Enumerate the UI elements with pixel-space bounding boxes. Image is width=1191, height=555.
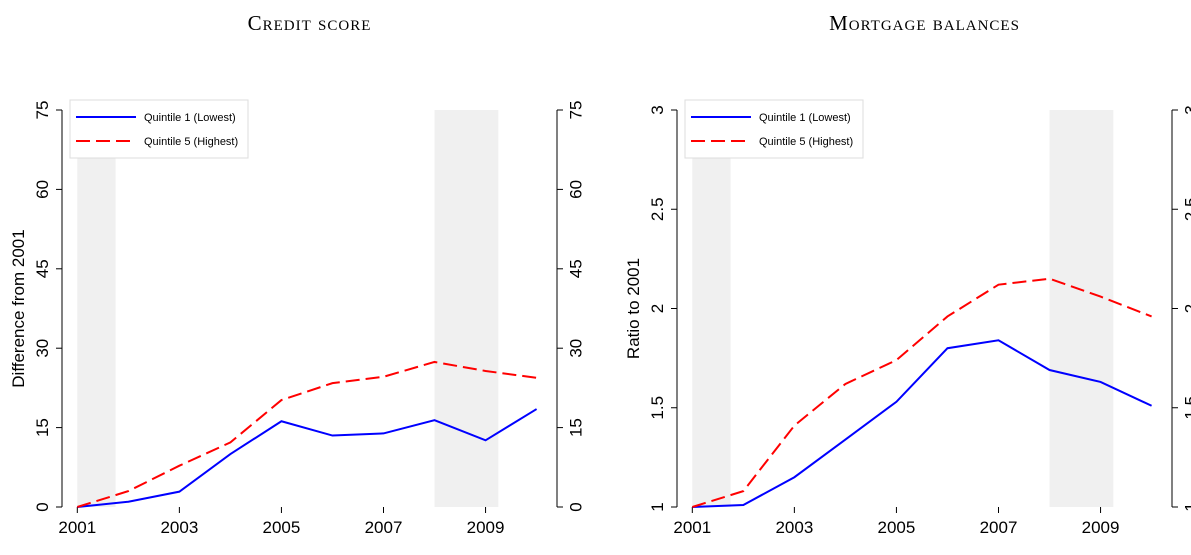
x-tick-label: 2003	[160, 518, 198, 537]
x-tick-label: 2007	[980, 518, 1018, 537]
x-tick-label: 2003	[775, 518, 813, 537]
legend-box	[69, 99, 249, 159]
y-tick-label: 75	[33, 101, 52, 120]
x-tick-label: 2005	[263, 518, 301, 537]
shaded-region	[77, 110, 116, 507]
series-line	[692, 339, 1153, 508]
chart-title: Credit score	[248, 11, 372, 35]
y-tick-label: 15	[566, 418, 585, 437]
y-tick-label: 2.5	[648, 197, 667, 221]
series-line	[77, 360, 537, 508]
chart-panel: Credit score 0 0 15 15 30 30 45 45 60 60 75 75 Differ…	[9, 11, 585, 537]
legend-label: Quintile 5 (Highest)	[144, 136, 238, 148]
y-tick-label: 0	[566, 502, 585, 511]
legend-box	[684, 99, 864, 159]
y-tick-label: 1.5	[1181, 396, 1191, 420]
y-tick-label: 3	[648, 105, 667, 114]
y-tick-label: 1	[648, 502, 667, 511]
legend-label: Quintile 5 (Highest)	[759, 136, 853, 148]
y-tick-label: 2	[1181, 304, 1191, 313]
x-tick-label: 2001	[58, 518, 96, 537]
legend-label: Quintile 1 (Lowest)	[759, 112, 851, 124]
y-tick-label: 75	[566, 101, 585, 120]
x-tick-label: 2007	[365, 518, 403, 537]
y-tick-label: 30	[566, 339, 585, 358]
y-axis-label: Difference from 2001	[9, 229, 28, 387]
x-tick-label: 2001	[673, 518, 711, 537]
chart-panel: Mortgage balances 1 1 1.5 1.5 2 2 2.5 2.5 3 3 Ratio…	[624, 11, 1191, 537]
y-tick-label: 2.5	[1181, 197, 1191, 221]
shaded-region	[434, 110, 499, 507]
y-tick-label: 3	[1181, 105, 1191, 114]
y-tick-label: 45	[566, 259, 585, 278]
series-line	[692, 277, 1152, 508]
series-line	[77, 408, 538, 508]
shaded-region	[1049, 110, 1114, 507]
y-tick-label: 2	[648, 304, 667, 313]
chart-title: Mortgage balances	[829, 11, 1020, 35]
legend-label: Quintile 1 (Lowest)	[144, 112, 236, 124]
y-axis-label: Ratio to 2001	[624, 258, 643, 359]
y-tick-label: 30	[33, 339, 52, 358]
y-tick-label: 45	[33, 259, 52, 278]
x-tick-label: 2005	[878, 518, 916, 537]
x-tick-label: 2009	[467, 518, 505, 537]
y-tick-label: 15	[33, 418, 52, 437]
y-tick-label: 1.5	[648, 396, 667, 420]
y-tick-label: 60	[566, 180, 585, 199]
y-tick-label: 0	[33, 502, 52, 511]
shaded-region	[692, 110, 731, 507]
x-tick-label: 2009	[1082, 518, 1120, 537]
y-tick-label: 60	[33, 180, 52, 199]
y-tick-label: 1	[1181, 502, 1191, 511]
